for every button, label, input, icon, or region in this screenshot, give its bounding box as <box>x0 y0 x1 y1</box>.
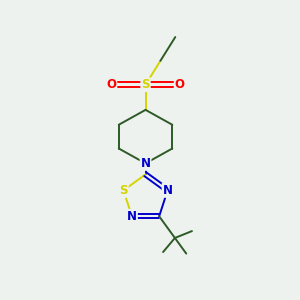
Text: O: O <box>175 78 185 91</box>
Text: S: S <box>141 78 150 91</box>
Text: S: S <box>119 184 128 197</box>
Text: N: N <box>140 157 151 170</box>
Text: N: N <box>127 210 137 223</box>
Text: N: N <box>163 184 172 197</box>
Text: O: O <box>106 78 116 91</box>
